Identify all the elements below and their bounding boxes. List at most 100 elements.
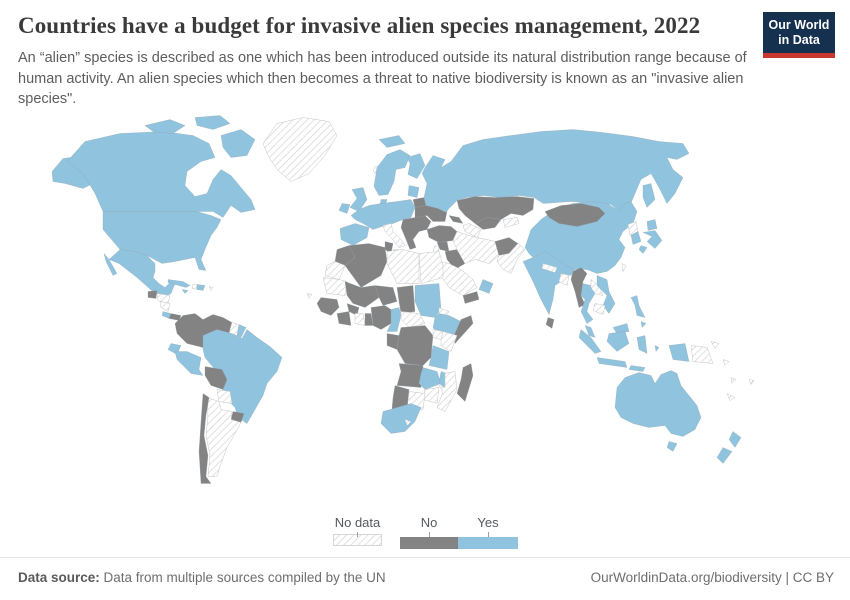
country-uzbekistan[interactable] — [474, 217, 502, 230]
country-jamaica[interactable] — [181, 289, 189, 294]
country-nicaragua[interactable] — [159, 301, 171, 312]
country-iraq[interactable] — [444, 249, 466, 270]
country-japan-kyushu[interactable] — [638, 245, 648, 254]
country-south-korea[interactable] — [630, 231, 642, 245]
country-new-zealand-north[interactable] — [728, 431, 742, 448]
country-tanzania[interactable] — [428, 345, 450, 370]
country-philippines[interactable] — [630, 295, 646, 318]
country-malaysia-borneo[interactable] — [612, 323, 630, 334]
country-turkmenistan[interactable] — [462, 223, 482, 238]
country-algeria[interactable] — [344, 243, 388, 288]
country-drc[interactable] — [396, 325, 434, 366]
country-solomon-islands[interactable] — [722, 359, 730, 366]
country-mali[interactable] — [344, 281, 380, 308]
country-peru[interactable] — [174, 351, 204, 376]
country-philippines-mindanao[interactable] — [640, 321, 647, 328]
country-myanmar[interactable] — [570, 267, 588, 308]
country-mongolia[interactable] — [544, 203, 606, 227]
country-indonesia-sumatra[interactable] — [578, 329, 602, 354]
country-cuba[interactable] — [167, 279, 191, 288]
country-paraguay[interactable] — [216, 389, 233, 404]
country-greenland[interactable] — [262, 117, 338, 182]
country-canada-arctic-1[interactable] — [144, 119, 186, 134]
country-svalbard[interactable] — [378, 135, 406, 148]
country-central-african-republic[interactable] — [400, 311, 426, 328]
country-cape-verde[interactable] — [306, 293, 313, 299]
country-indonesia-sulawesi[interactable] — [636, 335, 648, 354]
country-spain-portugal[interactable] — [339, 223, 370, 246]
country-saudi-arabia[interactable] — [436, 261, 478, 296]
country-australia[interactable] — [614, 370, 702, 437]
footer-link[interactable]: OurWorldinData.org/biodiversity | CC BY — [590, 570, 834, 585]
country-guatemala[interactable] — [147, 290, 158, 299]
country-egypt[interactable] — [418, 251, 444, 284]
country-chile[interactable] — [198, 393, 212, 484]
country-dominican-republic[interactable] — [196, 284, 206, 291]
country-cameroon[interactable] — [386, 307, 402, 332]
country-iran[interactable] — [452, 231, 500, 264]
country-cambodia[interactable] — [592, 303, 606, 315]
country-taiwan[interactable] — [621, 263, 627, 272]
region-west-africa[interactable] — [316, 297, 340, 316]
country-indonesia-java[interactable] — [596, 357, 628, 368]
country-oman[interactable] — [478, 279, 494, 294]
country-turkey[interactable] — [426, 225, 458, 243]
country-cote-divoire[interactable] — [336, 311, 352, 326]
country-japan-hokkaido[interactable] — [646, 219, 658, 231]
country-canada[interactable] — [66, 131, 256, 218]
region-western-europe[interactable] — [350, 199, 416, 230]
country-sri-lanka[interactable] — [545, 317, 555, 329]
country-french-guiana[interactable] — [236, 324, 247, 338]
country-zimbabwe[interactable] — [422, 387, 440, 404]
country-zambia[interactable] — [418, 367, 442, 390]
country-baltics[interactable] — [407, 185, 420, 198]
country-norway-sweden[interactable] — [373, 149, 411, 196]
legend-no-swatch[interactable] — [400, 537, 458, 549]
region-kyrgyzstan-tajikistan[interactable] — [502, 217, 520, 228]
country-bolivia[interactable] — [204, 366, 228, 390]
country-vietnam[interactable] — [596, 275, 616, 314]
country-niger[interactable] — [374, 285, 398, 306]
country-somalia[interactable] — [452, 315, 474, 344]
country-vanuatu[interactable] — [730, 377, 737, 384]
country-pakistan[interactable] — [496, 243, 526, 274]
country-canada-baffin[interactable] — [220, 129, 256, 158]
country-nigeria[interactable] — [370, 305, 392, 330]
country-indonesia-west-papua[interactable] — [668, 343, 690, 362]
country-yemen[interactable] — [462, 291, 480, 304]
country-new-caledonia[interactable] — [726, 393, 736, 401]
country-angola[interactable] — [396, 363, 424, 388]
country-haiti[interactable] — [191, 284, 198, 290]
country-mauritania[interactable] — [322, 277, 348, 296]
legend-yes-swatch[interactable] — [458, 537, 518, 549]
country-indonesia-maluku[interactable] — [654, 345, 660, 352]
country-russia-sakhalin[interactable] — [642, 183, 656, 208]
country-ireland[interactable] — [338, 203, 351, 214]
country-lesotho[interactable] — [404, 419, 412, 426]
country-bangladesh[interactable] — [558, 273, 570, 286]
country-nepal[interactable] — [541, 263, 558, 273]
region-balkans[interactable] — [400, 215, 432, 250]
country-papua-new-guinea-island[interactable] — [710, 341, 720, 349]
country-indonesia-borneo[interactable] — [606, 331, 630, 352]
owid-logo[interactable]: Our World in Data — [763, 12, 835, 58]
country-finland[interactable] — [406, 153, 426, 179]
country-sudan[interactable] — [414, 283, 442, 318]
country-italy[interactable] — [382, 223, 406, 248]
country-argentina[interactable] — [205, 397, 242, 477]
country-russia[interactable] — [421, 129, 690, 213]
country-new-zealand-south[interactable] — [716, 447, 733, 464]
region-caucasus[interactable] — [448, 215, 464, 224]
country-malaysia-peninsula[interactable] — [584, 325, 596, 338]
country-japan-honshu[interactable] — [642, 230, 663, 249]
country-papua-new-guinea[interactable] — [690, 345, 714, 364]
country-kenya[interactable] — [440, 331, 458, 352]
country-libya[interactable] — [386, 249, 420, 284]
country-kazakhstan[interactable] — [456, 196, 535, 224]
country-mozambique[interactable] — [436, 371, 458, 412]
country-south-africa[interactable] — [380, 403, 422, 434]
legend-no-data[interactable]: No data — [333, 515, 382, 546]
country-australia-tasmania[interactable] — [666, 441, 678, 452]
country-mexico-baja[interactable] — [103, 253, 118, 276]
country-puerto-rico[interactable] — [208, 286, 214, 291]
